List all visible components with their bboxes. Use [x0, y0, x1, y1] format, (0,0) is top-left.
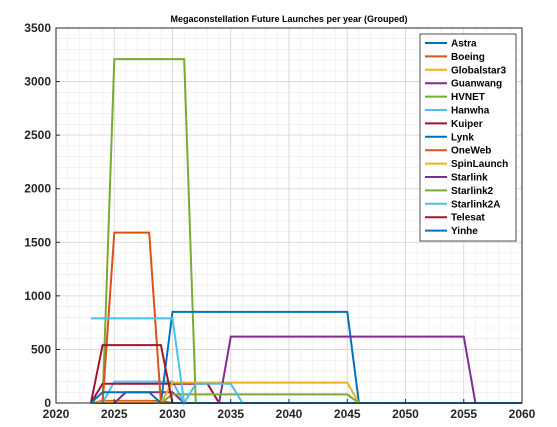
series-line-spinlaunch — [160, 381, 360, 404]
legend-label-oneweb: OneWeb — [451, 146, 491, 157]
axis-ticks: 2020 2025 2030 2035 2040 2045 2050 2055 2060 0 500… — [24, 21, 535, 421]
legend-label-hvnet: HVNET — [451, 92, 485, 103]
legend-label-starlink2: Starlink2 — [451, 186, 494, 197]
legend-label-kuiper: Kuiper — [451, 119, 483, 130]
y-tick-label: 1000 — [24, 289, 51, 303]
series-line-hvnet — [101, 58, 197, 404]
legend-label-spinlaunch: SpinLaunch — [451, 159, 508, 170]
y-tick-label: 3000 — [24, 75, 51, 89]
series-line-starlink2a — [90, 317, 244, 406]
series-line-globalstar3 — [90, 400, 161, 404]
legend-label-telesat: Telesat — [451, 213, 485, 224]
series-line-starlink2 — [160, 393, 360, 404]
legend-label-boeing: Boeing — [451, 52, 485, 63]
legend-label-starlink2a: Starlink2A — [451, 199, 500, 210]
y-tick-label: 3500 — [24, 21, 51, 35]
legend-label-hanwha: Hanwha — [451, 106, 490, 117]
series-line-lynk — [159, 310, 360, 404]
legend-label-globalstar3: Globalstar3 — [451, 65, 506, 76]
y-tick-label: 2500 — [24, 128, 51, 142]
y-tick-label: 2000 — [24, 182, 51, 196]
x-tick-label: 2030 — [159, 407, 186, 421]
legend-label-starlink: Starlink — [451, 173, 488, 184]
series-line-starlink — [218, 335, 477, 404]
x-tick-label: 2025 — [101, 407, 128, 421]
x-tick-label: 2045 — [334, 407, 361, 421]
series-line-kuiper — [90, 382, 220, 404]
legend: Astra Boeing Globalstar3 Guanwang HVNET Hanwh… — [419, 33, 517, 242]
chart-title: Megaconstellation Future Launches per ye… — [170, 14, 407, 24]
x-tick-label: 2060 — [509, 407, 536, 421]
legend-label-lynk: Lynk — [451, 132, 474, 143]
y-tick-label: 1500 — [24, 235, 51, 249]
series-line-telesat — [89, 344, 174, 404]
series-line-yinhe — [90, 391, 162, 404]
x-tick-label: 2035 — [217, 407, 244, 421]
x-tick-label: 2040 — [276, 407, 303, 421]
x-tick-label: 2020 — [43, 407, 70, 421]
legend-label-yinhe: Yinhe — [451, 226, 478, 237]
legend-label-guanwang: Guanwang — [451, 79, 502, 90]
legend-label-astra: Astra — [451, 39, 477, 50]
x-tick-label: 2055 — [450, 407, 477, 421]
y-tick-label: 0 — [44, 396, 51, 410]
y-tick-label: 500 — [31, 342, 51, 356]
x-tick-label: 2050 — [392, 407, 419, 421]
